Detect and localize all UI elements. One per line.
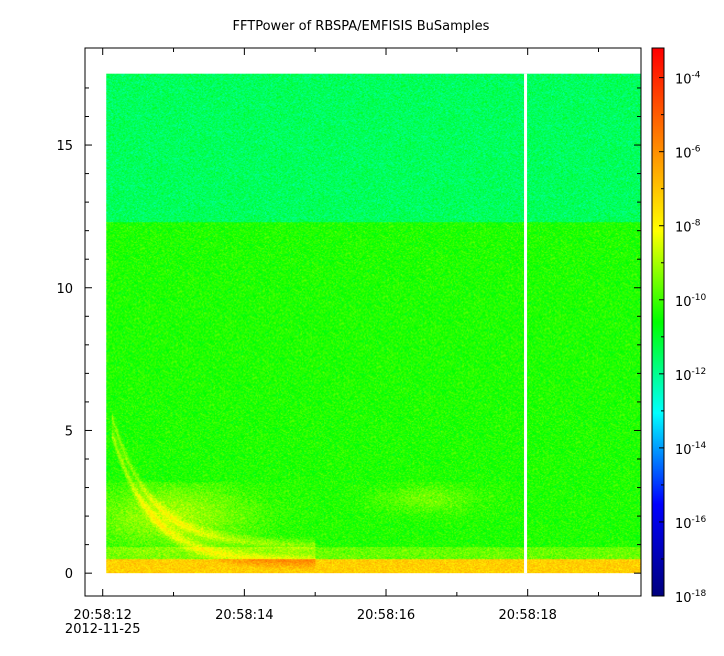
y-axis: 0 5 10 15 [56,87,641,582]
y-tick-label: 10 [56,282,73,297]
y-tick-label: 5 [65,424,73,439]
colorbar-tick-label: 10-8 [675,219,701,236]
y-tick-label: 0 [65,567,73,582]
data-gap [524,73,528,574]
x-tick-date: 2012-11-25 [65,622,141,637]
colorbar-tick-label: 10-16 [675,515,707,532]
x-tick-label: 20:58:12 [74,608,132,623]
colorbar-tick-label: 10-10 [675,293,707,310]
plot-area [84,47,642,597]
x-tick-label: 20:58:18 [498,608,556,623]
colorbar-tick-label: 10-14 [675,441,707,458]
plot-frame [84,47,642,597]
y-tick-label: 15 [56,139,73,154]
colorbar-frame [651,47,665,597]
colorbar-tick-label: 10-6 [675,145,701,162]
colorbar-tick-label: 10-18 [675,589,707,606]
x-tick-label: 20:58:14 [215,608,273,623]
colorbar-gradient [652,48,664,596]
chart-title: FFTPower of RBSPA/EMFISIS BuSamples [233,19,490,34]
x-tick-label: 20:58:16 [357,608,415,623]
colorbar: 10-4 10-6 10-8 10-10 10-12 10-14 10-16 10-18 [651,47,707,606]
colorbar-tick-label: 10-4 [675,71,701,88]
colorbar-tick-label: 10-12 [675,367,706,384]
heatmap-image [106,73,641,574]
colorbar-axis: 10-4 10-6 10-8 10-10 10-12 10-14 10-16 10-18 [659,71,707,606]
